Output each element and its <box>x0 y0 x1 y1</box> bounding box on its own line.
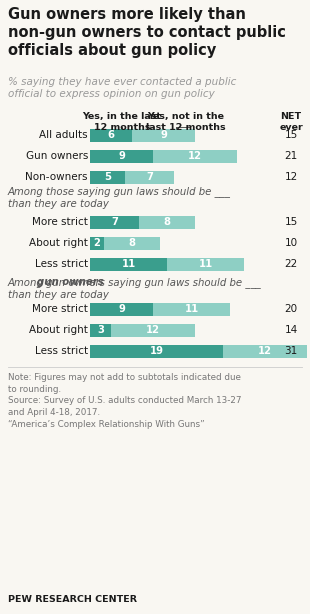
Text: 20: 20 <box>285 304 298 314</box>
Text: Non-owners: Non-owners <box>25 172 88 182</box>
Bar <box>90 344 223 357</box>
Text: All adults: All adults <box>39 130 88 140</box>
Text: 31: 31 <box>284 346 298 356</box>
Text: 11: 11 <box>198 259 213 269</box>
Text: PEW RESEARCH CENTER: PEW RESEARCH CENTER <box>8 595 137 604</box>
Bar <box>132 128 195 141</box>
Bar <box>90 171 125 184</box>
Bar <box>223 344 307 357</box>
Text: 15: 15 <box>284 217 298 227</box>
Bar <box>139 216 195 228</box>
Text: 7: 7 <box>111 217 118 227</box>
Text: Gun owners: Gun owners <box>26 151 88 161</box>
Text: 9: 9 <box>160 130 167 140</box>
Text: 6: 6 <box>108 130 114 140</box>
Text: 11: 11 <box>122 259 136 269</box>
Bar <box>90 128 132 141</box>
Text: 12: 12 <box>146 325 160 335</box>
Text: 11: 11 <box>184 304 199 314</box>
Bar <box>104 236 160 249</box>
Text: About right: About right <box>29 238 88 248</box>
Text: Gun owners more likely than
non-gun owners to contact public
officials about gun: Gun owners more likely than non-gun owne… <box>8 7 286 58</box>
Text: Less strict: Less strict <box>35 259 88 269</box>
Bar <box>153 303 230 316</box>
Bar <box>90 216 139 228</box>
Text: 10: 10 <box>285 238 298 248</box>
Bar <box>153 149 237 163</box>
Bar <box>90 236 104 249</box>
Text: 22: 22 <box>284 259 298 269</box>
Bar <box>125 171 174 184</box>
Text: Yes, in the last
12 months: Yes, in the last 12 months <box>82 112 162 132</box>
Bar <box>167 257 244 271</box>
Text: About right: About right <box>29 325 88 335</box>
Text: 3: 3 <box>97 325 104 335</box>
Text: 12: 12 <box>188 151 202 161</box>
Text: 12: 12 <box>258 346 272 356</box>
Text: % saying they have ever contacted a public
official to express opinion on gun po: % saying they have ever contacted a publ… <box>8 77 236 99</box>
Text: 14: 14 <box>284 325 298 335</box>
Text: 9: 9 <box>118 151 125 161</box>
Bar <box>111 324 195 336</box>
Bar <box>90 324 111 336</box>
Text: 19: 19 <box>149 346 163 356</box>
Text: Among gun owners saying gun laws should be ___
than they are today: Among gun owners saying gun laws should … <box>8 277 262 300</box>
Text: 5: 5 <box>104 172 111 182</box>
Text: 21: 21 <box>284 151 298 161</box>
Bar <box>90 303 153 316</box>
Text: 8: 8 <box>163 217 170 227</box>
Text: Yes, not in the
last 12 months: Yes, not in the last 12 months <box>146 112 226 132</box>
Bar <box>90 257 167 271</box>
Text: Less strict: Less strict <box>35 346 88 356</box>
Text: 9: 9 <box>118 304 125 314</box>
Text: 12: 12 <box>284 172 298 182</box>
Bar <box>90 149 153 163</box>
Text: More strict: More strict <box>32 304 88 314</box>
Text: 8: 8 <box>129 238 135 248</box>
Text: Note: Figures may not add to subtotals indicated due
to rounding.
Source: Survey: Note: Figures may not add to subtotals i… <box>8 373 241 429</box>
Text: 15: 15 <box>284 130 298 140</box>
Text: 7: 7 <box>146 172 153 182</box>
Text: 2: 2 <box>94 238 100 248</box>
Text: NET
ever: NET ever <box>279 112 303 132</box>
Text: gun owners: gun owners <box>37 277 104 287</box>
Text: Among those saying gun laws should be ___
than they are today: Among those saying gun laws should be __… <box>8 186 231 209</box>
Text: More strict: More strict <box>32 217 88 227</box>
